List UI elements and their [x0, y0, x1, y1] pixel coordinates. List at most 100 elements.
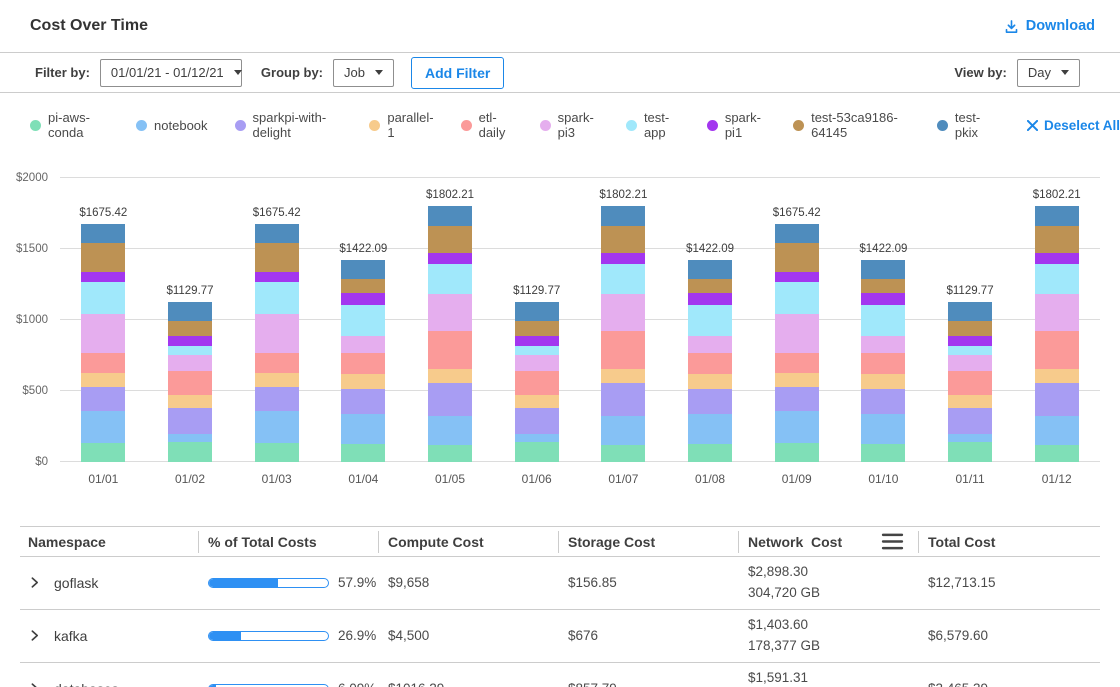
- bar-segment-etl-daily: [81, 353, 126, 373]
- legend-dot: [30, 119, 41, 131]
- bar-segment-etl-daily: [254, 353, 299, 373]
- legend-item-etl-daily[interactable]: etl-daily: [460, 110, 513, 140]
- bar-segment-spark-pi1: [688, 292, 733, 306]
- x-axis-tick-label: 01/07: [608, 472, 639, 486]
- bar-segment-etl-daily: [428, 331, 473, 369]
- bar-segment-spark-pi3: [688, 335, 733, 354]
- legend-label: test-pkix: [954, 110, 981, 140]
- date-range-select[interactable]: 01/01/21 - 01/12/21: [99, 58, 242, 87]
- bar-segment-spark-pi1: [861, 292, 906, 306]
- x-axis-tick-label: 01/03: [261, 472, 292, 486]
- download-button[interactable]: Download: [1004, 18, 1095, 34]
- legend-item-test-53ca9186-64145[interactable]: test-53ca9186-64145: [793, 110, 910, 140]
- column-header-storage[interactable]: Storage Cost: [558, 527, 738, 556]
- bars-row: $1675.42 $1129.77 $1675.42 $1422.09 $1802.21…: [60, 178, 1100, 462]
- namespace-cell: kafka: [20, 628, 198, 644]
- column-header-network[interactable]: Network Cost: [738, 527, 918, 556]
- bar-segment-spark-pi1: [341, 292, 386, 306]
- bar-total-label: $1129.77: [166, 284, 214, 297]
- legend-item-notebook[interactable]: notebook: [136, 118, 208, 133]
- bar-stack: [168, 301, 212, 462]
- progress-bar: [208, 577, 329, 588]
- namespace-cost-table: Namespace % of Total Costs Compute Cost …: [20, 526, 1100, 687]
- filter-by-label: Filter by:: [35, 65, 90, 80]
- bar-stack: [514, 301, 559, 462]
- legend-item-pi-aws-conda[interactable]: pi-aws-conda: [30, 110, 109, 140]
- bar-segment-test-pkix: [168, 301, 212, 322]
- bar-segment-etl-daily: [168, 371, 212, 395]
- bar-01/08: $1422.09: [667, 178, 754, 462]
- y-axis-tick-label: $500: [22, 385, 48, 397]
- gridline: [60, 177, 1100, 178]
- bar-segment-notebook: [1034, 415, 1079, 445]
- gridline: [60, 319, 1100, 320]
- legend-dot: [793, 119, 805, 131]
- bar-segment-test-app: [168, 346, 212, 355]
- legend-dot: [936, 119, 948, 131]
- legend-item-spark-pi3[interactable]: spark-pi3: [539, 110, 599, 140]
- legend-item-parallel-1[interactable]: parallel-1: [369, 110, 434, 140]
- bar-segment-notebook: [774, 410, 819, 443]
- bar-total-label: $1802.21: [599, 189, 648, 202]
- column-header-total[interactable]: Total Cost: [918, 527, 1100, 556]
- compute-cost-cell: $1016.29: [378, 681, 558, 687]
- bar-segment-test-pkix: [861, 260, 906, 279]
- x-axis-tick-label: 01/01: [88, 472, 119, 486]
- table-row-kafka: kafka 26.9% $4,500 $676 $1,403.60 178,377 GB $…: [20, 610, 1100, 663]
- x-axis-tick-label: 01/10: [868, 472, 899, 486]
- bar-segment-test-53ca9186-64145: [774, 242, 819, 272]
- legend-item-test-pkix[interactable]: test-pkix: [936, 110, 992, 140]
- bar-segment-test-pkix: [601, 206, 646, 226]
- download-icon: [1004, 19, 1019, 34]
- bar-segment-pi-aws-conda: [514, 441, 559, 462]
- column-header-compute[interactable]: Compute Cost: [378, 527, 558, 556]
- column-header-pct-total[interactable]: % of Total Costs: [198, 527, 378, 556]
- legend-item-test-app[interactable]: test-app: [625, 110, 680, 140]
- chevron-down-icon: [233, 70, 242, 75]
- bar-01/12: $1802.21: [1013, 178, 1100, 462]
- column-header-namespace[interactable]: Namespace: [28, 533, 106, 550]
- view-by-select[interactable]: Day: [1016, 58, 1080, 87]
- chevron-right-icon[interactable]: [28, 629, 41, 642]
- x-axis-tick-label: 01/04: [348, 472, 379, 486]
- legend-label: parallel-1: [387, 110, 434, 140]
- chevron-right-icon[interactable]: [28, 576, 41, 589]
- legend-item-sparkpi-with-delight[interactable]: sparkpi-with-delight: [234, 110, 343, 140]
- bar-segment-notebook: [254, 410, 299, 443]
- bar-segment-sparkpi-with-delight: [1034, 383, 1079, 416]
- storage-cost-cell: $857.79: [558, 681, 738, 687]
- pct-total-cell: 26.9%: [198, 628, 378, 643]
- bar-segment-test-53ca9186-64145: [514, 321, 559, 336]
- legend-item-spark-pi1[interactable]: spark-pi1: [706, 110, 766, 140]
- pct-total-cell: 57.9%: [198, 575, 378, 590]
- namespace-label: databases: [54, 681, 119, 687]
- bar-segment-spark-pi1: [774, 271, 819, 283]
- pct-value: 6.09%: [338, 681, 376, 687]
- bar-segment-test-pkix: [254, 224, 299, 243]
- bar-segment-parallel-1: [341, 373, 386, 389]
- bar-01/07: $1802.21: [580, 178, 667, 462]
- bar-segment-etl-daily: [341, 353, 386, 374]
- download-label: Download: [1025, 18, 1095, 34]
- bar-segment-etl-daily: [688, 353, 733, 374]
- bar-segment-test-app: [774, 282, 819, 315]
- bar-total-label: $1129.77: [513, 284, 561, 297]
- bar-01/09: $1675.42: [753, 178, 840, 462]
- bar-stack: [601, 206, 646, 462]
- compute-cost-cell: $4,500: [388, 628, 430, 644]
- add-filter-button[interactable]: Add Filter: [410, 56, 505, 89]
- bar-segment-spark-pi3: [341, 335, 386, 354]
- bar-segment-notebook: [428, 415, 473, 445]
- chevron-right-icon[interactable]: [28, 682, 41, 687]
- deselect-all-button[interactable]: Deselect All: [1026, 118, 1120, 133]
- bar-stack: [254, 224, 299, 462]
- bar-01/06: $1129.77: [493, 178, 580, 462]
- bar-segment-etl-daily: [514, 371, 559, 395]
- legend-label: spark-pi1: [724, 110, 761, 140]
- pct-total-cell: 6.09%: [198, 681, 378, 687]
- namespace-cell: databases: [20, 681, 198, 687]
- menu-icon[interactable]: [881, 533, 904, 550]
- gridline: [60, 461, 1100, 462]
- group-by-select[interactable]: Job: [333, 58, 394, 87]
- progress-bar: [208, 630, 329, 641]
